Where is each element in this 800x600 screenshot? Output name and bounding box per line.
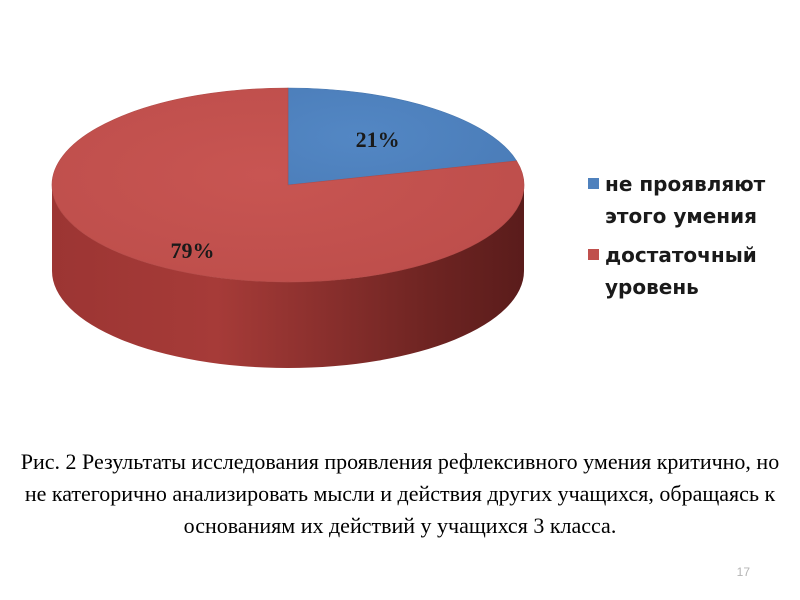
legend: не проявляют этого умения достаточный ур… [588, 172, 766, 299]
legend-label-0-line2: этого умения [605, 204, 757, 228]
legend-swatch-blue [588, 178, 599, 189]
legend-label-1-line1: достаточный [605, 243, 757, 267]
pie-slice-0 [287, 87, 518, 186]
legend-swatch-red [588, 249, 599, 260]
page-number: 17 [736, 565, 750, 579]
pie-tops [51, 87, 525, 283]
legend-entry-1: достаточный уровень [588, 243, 757, 299]
legend-entry-0: не проявляют этого умения [588, 172, 766, 228]
legend-label-0-line1: не проявляют [605, 172, 766, 196]
figure-caption: Рис. 2 Результаты исследования проявлени… [20, 449, 780, 538]
pie-slice-1 [51, 87, 525, 283]
legend-label-1-line2: уровень [605, 275, 699, 299]
pie-data-label-0: 21% [356, 127, 400, 152]
pie-sides [52, 185, 524, 368]
pie-labels: 21% 79% [171, 127, 400, 263]
pie-data-label-1: 79% [171, 238, 215, 263]
pie-slice-side-1 [52, 185, 524, 368]
